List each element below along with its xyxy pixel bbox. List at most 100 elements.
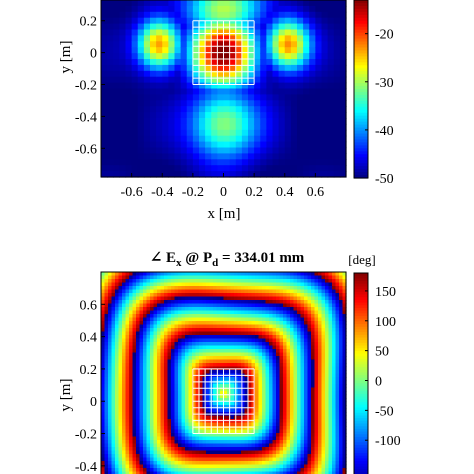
heatmap-cell bbox=[101, 88, 108, 95]
heatmap-cell bbox=[315, 0, 323, 7]
heatmap-cell bbox=[206, 426, 211, 431]
heatmap-cell bbox=[143, 359, 148, 364]
heatmap-cell bbox=[143, 141, 151, 149]
heatmap-cell bbox=[290, 272, 295, 277]
heatmap-cell bbox=[108, 422, 113, 427]
heatmap-cell bbox=[171, 373, 176, 378]
heatmap-cell bbox=[129, 275, 134, 280]
heatmap-cell bbox=[315, 17, 323, 25]
heatmap-cell bbox=[125, 88, 133, 95]
heatmap-cell bbox=[300, 356, 305, 361]
heatmap-cell bbox=[213, 433, 218, 438]
heatmap-cell bbox=[255, 352, 260, 357]
heatmap-cell bbox=[251, 289, 256, 294]
heatmap-cell bbox=[258, 282, 263, 287]
heatmap-cell bbox=[202, 296, 207, 301]
heatmap-cell bbox=[229, 106, 237, 113]
x-tick-label: 0.4 bbox=[276, 185, 294, 200]
heatmap-cell bbox=[223, 321, 228, 326]
heatmap-cell bbox=[269, 419, 274, 424]
heatmap-cell bbox=[279, 464, 284, 469]
heatmap-cell bbox=[213, 398, 218, 403]
heatmap-cell bbox=[286, 328, 291, 333]
heatmap-cell bbox=[146, 300, 151, 305]
heatmap-cell bbox=[178, 387, 183, 392]
heatmap-cell bbox=[339, 171, 347, 178]
heatmap-cell bbox=[150, 342, 155, 347]
heatmap-cell bbox=[290, 321, 295, 326]
heatmap-cell bbox=[125, 429, 130, 434]
heatmap-cell bbox=[167, 289, 172, 294]
heatmap-cell bbox=[216, 429, 221, 434]
heatmap-cell bbox=[195, 450, 200, 455]
heatmap-cell bbox=[167, 352, 172, 357]
heatmap-cell bbox=[290, 106, 298, 113]
heatmap-cell bbox=[188, 303, 193, 308]
heatmap-cell bbox=[164, 461, 169, 466]
heatmap-cell bbox=[129, 356, 134, 361]
heatmap-cell bbox=[272, 443, 277, 448]
heatmap-cell bbox=[311, 440, 316, 445]
heatmap-cell bbox=[279, 391, 284, 396]
heatmap-cell bbox=[101, 338, 106, 343]
heatmap-cell bbox=[220, 377, 225, 382]
heatmap-cell bbox=[333, 47, 341, 54]
heatmap-cell bbox=[216, 398, 221, 403]
heatmap-cell bbox=[251, 429, 256, 434]
heatmap-cell bbox=[167, 450, 172, 455]
heatmap-cell bbox=[178, 321, 183, 326]
heatmap-cell bbox=[136, 412, 141, 417]
heatmap-cell bbox=[235, 106, 243, 113]
heatmap-cell bbox=[178, 429, 183, 434]
heatmap-cell bbox=[174, 384, 179, 389]
heatmap-cell bbox=[293, 342, 298, 347]
heatmap-cell bbox=[255, 328, 260, 333]
heatmap-cell bbox=[235, 0, 243, 7]
heatmap-cell bbox=[188, 387, 193, 392]
heatmap-cell bbox=[101, 412, 106, 417]
heatmap-cell bbox=[150, 457, 155, 462]
heatmap-cell bbox=[293, 429, 298, 434]
heatmap-cell bbox=[199, 359, 204, 364]
heatmap-cell bbox=[118, 429, 123, 434]
heatmap-cell bbox=[131, 129, 139, 137]
heatmap-cell bbox=[202, 279, 207, 284]
heatmap-cell bbox=[266, 11, 274, 19]
heatmap-cell bbox=[111, 324, 116, 329]
heatmap-cell bbox=[160, 307, 165, 312]
heatmap-cell bbox=[104, 450, 109, 455]
heatmap-cell bbox=[269, 408, 274, 413]
heatmap-cell bbox=[136, 454, 141, 459]
heatmap-cell bbox=[230, 436, 235, 441]
heatmap-cell bbox=[136, 314, 141, 319]
heatmap-cell bbox=[122, 426, 127, 431]
heatmap-cell bbox=[186, 53, 194, 60]
heatmap-cell bbox=[122, 324, 127, 329]
heatmap-cell bbox=[174, 345, 179, 350]
heatmap-cell bbox=[160, 380, 165, 385]
heatmap-cell bbox=[101, 454, 106, 459]
heatmap-cell bbox=[213, 328, 218, 333]
heatmap-cell bbox=[300, 338, 305, 343]
heatmap-cell bbox=[327, 141, 335, 149]
heatmap-cell bbox=[160, 324, 165, 329]
heatmap-cell bbox=[333, 153, 341, 160]
heatmap-cell bbox=[269, 461, 274, 466]
heatmap-cell bbox=[167, 321, 172, 326]
heatmap-cell bbox=[143, 279, 148, 284]
heatmap-cell bbox=[136, 293, 141, 298]
heatmap-cell bbox=[283, 366, 288, 371]
heatmap-cell bbox=[132, 363, 137, 368]
heatmap-cell bbox=[136, 310, 141, 315]
heatmap-cell bbox=[192, 454, 197, 459]
heatmap-cell bbox=[122, 468, 127, 473]
heatmap-cell bbox=[211, 94, 218, 101]
heatmap-cell bbox=[160, 342, 165, 347]
heatmap-cell bbox=[290, 387, 295, 392]
heatmap-cell bbox=[284, 171, 292, 178]
heatmap-cell bbox=[297, 153, 304, 160]
heatmap-cell bbox=[164, 352, 169, 357]
heatmap-cell bbox=[211, 129, 218, 137]
colorbar-segment bbox=[354, 80, 368, 84]
heatmap-cell bbox=[276, 359, 281, 364]
